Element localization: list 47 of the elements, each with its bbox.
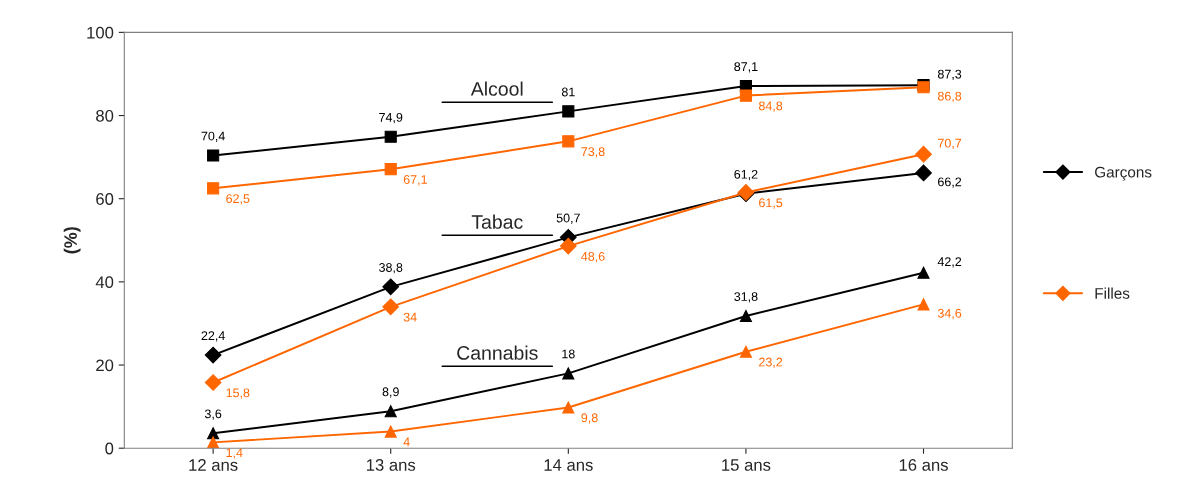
data-label: 66,2: [938, 177, 962, 188]
data-label: 61,5: [759, 198, 783, 209]
data-label: 67,1: [403, 175, 427, 186]
y-tick-label: 20: [96, 359, 114, 372]
annotation: Alcool: [470, 81, 523, 96]
annotation: Tabac: [471, 214, 523, 229]
x-tick-label: 14 ans: [544, 459, 593, 471]
annotation: Cannabis: [457, 345, 538, 360]
y-tick-label: 80: [96, 109, 114, 122]
data-label: 73,8: [581, 147, 605, 158]
data-label: 81: [561, 87, 575, 97]
data-label: 84,8: [758, 101, 783, 112]
y-axis-title: (%): [63, 227, 81, 254]
data-label: 86,8: [937, 91, 962, 103]
data-label: 1,4: [226, 448, 243, 459]
data-label: 62,5: [226, 194, 250, 205]
x-tick-label: 13 ans: [366, 459, 416, 471]
data-label: 74,9: [379, 112, 403, 124]
x-tick-label: 16 ans: [899, 459, 948, 471]
legend-label: Garçons: [1095, 166, 1152, 181]
x-tick-label: 12 ans: [189, 459, 238, 471]
data-label: 50,7: [556, 213, 580, 224]
data-label: 4: [403, 437, 410, 447]
data-label: 22,4: [201, 331, 225, 342]
data-label: 42,2: [937, 257, 962, 268]
x-tick-label: 15 ans: [722, 459, 771, 471]
data-label: 31,8: [734, 292, 758, 303]
data-label: 15,8: [226, 388, 250, 399]
data-label: 38,8: [379, 263, 403, 274]
y-tick-label: 40: [95, 276, 114, 289]
y-tick-label: 0: [105, 442, 114, 455]
data-label: 34: [403, 312, 417, 322]
data-label: 3,6: [204, 409, 222, 420]
y-tick-label: 100: [87, 26, 114, 39]
data-label: 9,8: [581, 413, 598, 424]
data-label: 48,6: [581, 251, 605, 263]
y-tick-label: 60: [96, 193, 114, 205]
data-label: 61,2: [734, 169, 758, 181]
data-label: 70,4: [201, 131, 225, 142]
data-label: 87,3: [937, 69, 962, 81]
data-label: 87,1: [734, 62, 758, 73]
data-label: 18: [562, 349, 575, 359]
data-label: 34,6: [937, 308, 962, 320]
data-label: 70,7: [938, 138, 962, 150]
legend-label: Filles: [1095, 287, 1130, 299]
data-label: 8,9: [382, 387, 399, 398]
data-label: 23,2: [759, 357, 783, 368]
